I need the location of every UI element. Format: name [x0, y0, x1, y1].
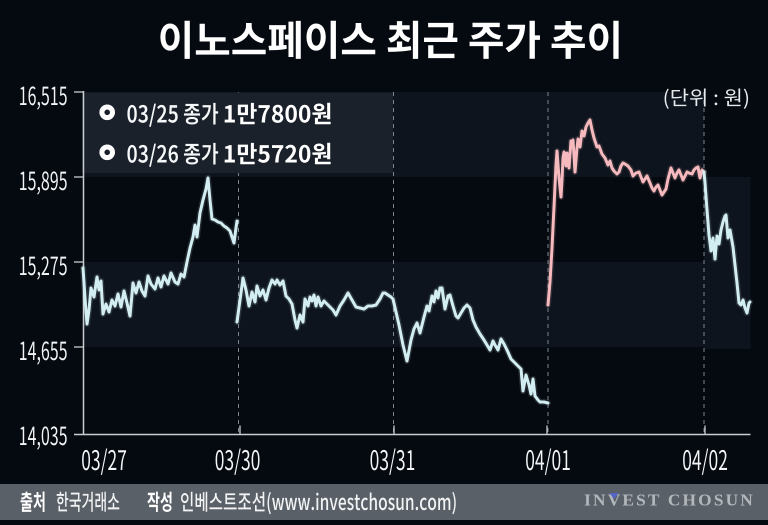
svg-text:INVEST CHOSUN: INVEST CHOSUN	[584, 491, 755, 510]
